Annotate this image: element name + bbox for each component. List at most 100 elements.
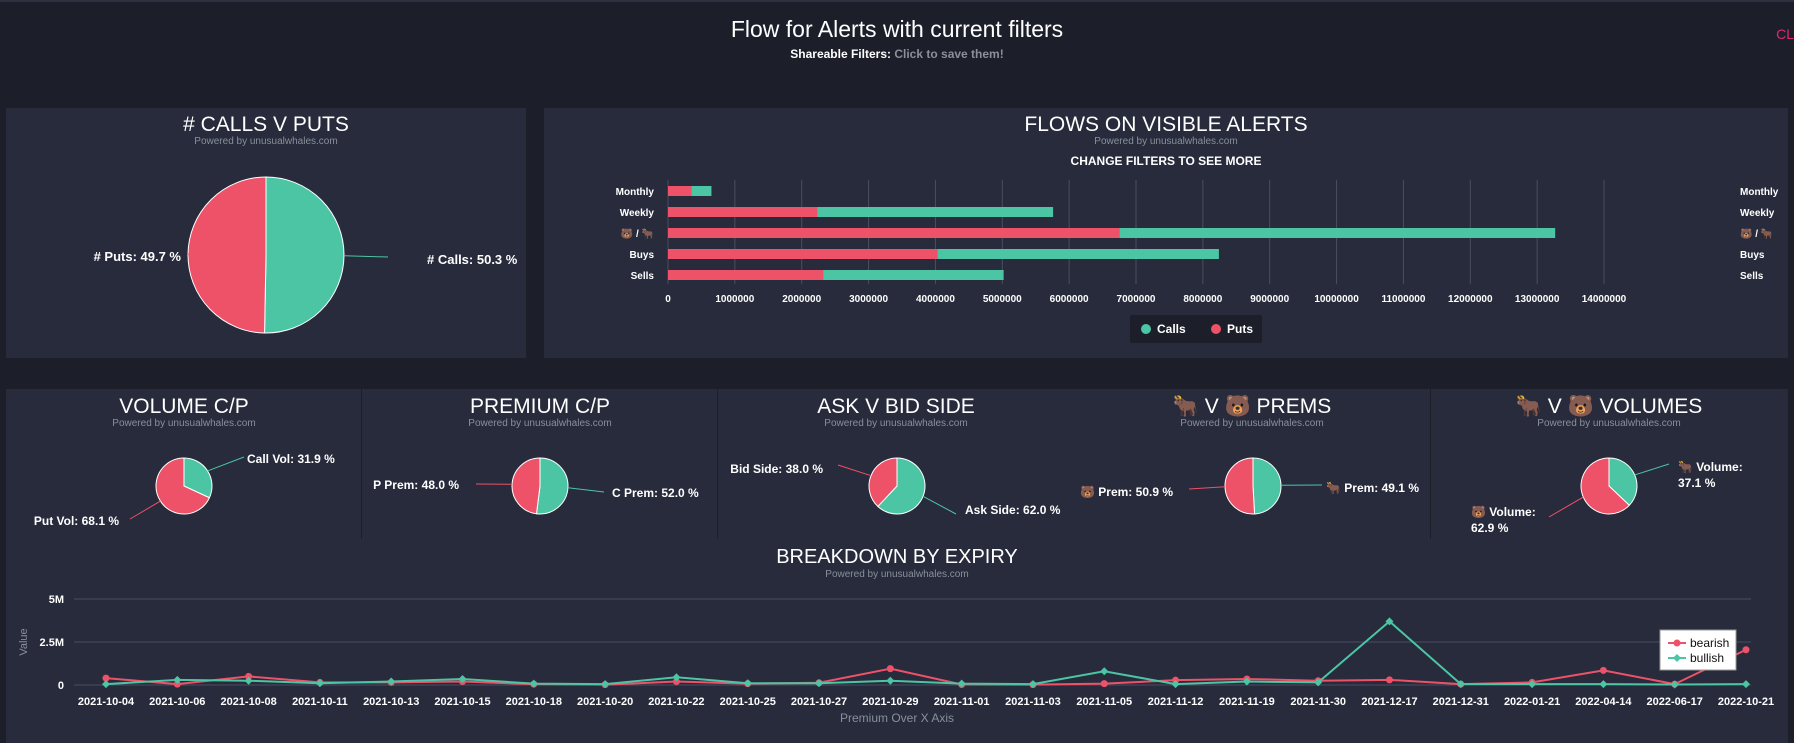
x-tick-label: 2022-01-21 (1504, 696, 1560, 708)
x-tick-label: 11000000 (1381, 294, 1425, 305)
bar-segment (668, 270, 824, 280)
x-tick-label: 13000000 (1515, 294, 1560, 305)
chart-title: PREMIUM C/P (469, 395, 610, 418)
pie-connector (1634, 463, 1670, 476)
page-header: Flow for Alerts with current filters Sha… (0, 0, 1794, 100)
data-point (244, 676, 253, 685)
bar-segment (823, 270, 1004, 280)
legend-marker (1673, 639, 1681, 647)
y-category-label: Monthly (616, 187, 655, 198)
pie-label: # Puts: 49.7 % (94, 249, 182, 264)
data-point (1670, 680, 1679, 689)
pie-slice (155, 457, 211, 515)
pie-slice (264, 176, 345, 334)
pie-slice (877, 457, 926, 515)
divider (1430, 389, 1431, 539)
share-label: Shareable Filters: (790, 47, 891, 61)
x-tick-label: 3000000 (849, 294, 888, 305)
x-tick-label: 2021-10-15 (434, 696, 490, 708)
bar-segment (937, 249, 1219, 259)
series-line (105, 648, 1747, 686)
pie-connector (1188, 486, 1226, 490)
data-point (102, 674, 110, 682)
x-tick-label: 2021-11-19 (1219, 696, 1275, 708)
chart-title: FLOWS ON VISIBLE ALERTS (1024, 113, 1308, 136)
pie-label: P Prem: 48.0 % (373, 478, 459, 492)
pie-connector (922, 495, 957, 515)
x-tick-label: 2021-11-12 (1148, 696, 1204, 708)
page-title: Flow for Alerts with current filters (730, 16, 1064, 42)
data-point (957, 679, 966, 688)
pie-slice (1252, 457, 1282, 515)
powered-by: Powered by unusualwhales.com (468, 418, 612, 429)
powered-by: Powered by unusualwhales.com (825, 569, 969, 580)
powered-by: Powered by unusualwhales.com (112, 418, 256, 429)
pie-label: 🐻 Volume: (1471, 504, 1536, 519)
pie-connector (207, 456, 245, 472)
pie-connector (343, 255, 389, 258)
pie-label: 37.1 % (1678, 476, 1716, 490)
x-tick-label: 2021-10-06 (149, 696, 205, 708)
y-category-label-right: Monthly (1740, 187, 1779, 198)
pie-label: Ask Side: 62.0 % (965, 503, 1061, 517)
y-category-label: 🐻 / 🐂 (621, 227, 654, 240)
chart-title: BREAKDOWN BY EXPIRY (776, 546, 1018, 568)
clear-link[interactable]: CL (1776, 26, 1794, 42)
y-tick-label: 2.5M (40, 637, 64, 649)
data-point (886, 665, 894, 673)
data-point (1385, 676, 1393, 684)
x-tick-label: 2021-10-20 (577, 696, 633, 708)
data-point (173, 680, 181, 688)
data-point (387, 677, 396, 686)
pie-label: Call Vol: 31.9 % (247, 452, 335, 466)
powered-by: Powered by unusualwhales.com (1180, 418, 1324, 429)
bar-segment (668, 228, 1120, 238)
pie-label: C Prem: 52.0 % (612, 486, 699, 500)
data-point (1599, 666, 1607, 674)
pie-label: 🐻 Prem: 50.9 % (1080, 484, 1173, 499)
chart-title: # CALLS V PUTS (183, 113, 349, 136)
data-point (173, 675, 182, 684)
x-tick-label: 2021-10-25 (720, 696, 776, 708)
bar-segment (817, 207, 1054, 217)
y-tick-label: 0 (58, 680, 64, 692)
x-tick-label: 2021-11-05 (1076, 696, 1132, 708)
data-point (1742, 680, 1750, 689)
top-border (0, 0, 1794, 2)
data-point (1028, 680, 1037, 689)
data-point (1100, 680, 1108, 688)
data-point (529, 679, 538, 688)
pie-slice (1608, 457, 1638, 507)
bar-segment (1119, 228, 1556, 238)
data-point (102, 680, 110, 689)
x-tick-label: 0 (665, 294, 671, 305)
x-tick-label: 2021-10-22 (648, 696, 704, 708)
data-point (886, 676, 895, 685)
data-point (1385, 617, 1394, 626)
x-axis-label: Premium Over X Axis (840, 711, 954, 725)
powered-by: Powered by unusualwhales.com (1094, 136, 1238, 147)
data-point (1528, 680, 1537, 689)
divider (717, 389, 718, 539)
x-tick-label: 2021-10-18 (506, 696, 562, 708)
x-tick-label: 14000000 (1582, 294, 1627, 305)
x-tick-label: 9000000 (1250, 294, 1289, 305)
data-point (743, 679, 752, 688)
save-filters-link[interactable]: Click to save them! (894, 47, 1004, 61)
x-tick-label: 8000000 (1183, 294, 1222, 305)
y-axis-label: Value (18, 628, 30, 655)
shareable-filters: Shareable Filters: Click to save them! (0, 47, 1794, 61)
x-tick-label: 2021-10-27 (791, 696, 847, 708)
powered-by: Powered by unusualwhales.com (824, 418, 968, 429)
y-category-label: Buys (630, 250, 655, 261)
y-category-label-right: Weekly (1740, 208, 1775, 219)
data-point (1314, 678, 1323, 687)
x-tick-label: 2021-10-29 (862, 696, 918, 708)
x-tick-label: 10000000 (1314, 294, 1359, 305)
bar-segment (691, 186, 712, 196)
data-point (1742, 646, 1750, 654)
pie-slice (511, 457, 541, 515)
x-tick-label: 5000000 (983, 294, 1022, 305)
pie-label: # Calls: 50.3 % (427, 252, 518, 267)
flows-bar-chart: 0 1000000 2000000 3000000 4000000 5000000 6000… (616, 180, 1779, 343)
